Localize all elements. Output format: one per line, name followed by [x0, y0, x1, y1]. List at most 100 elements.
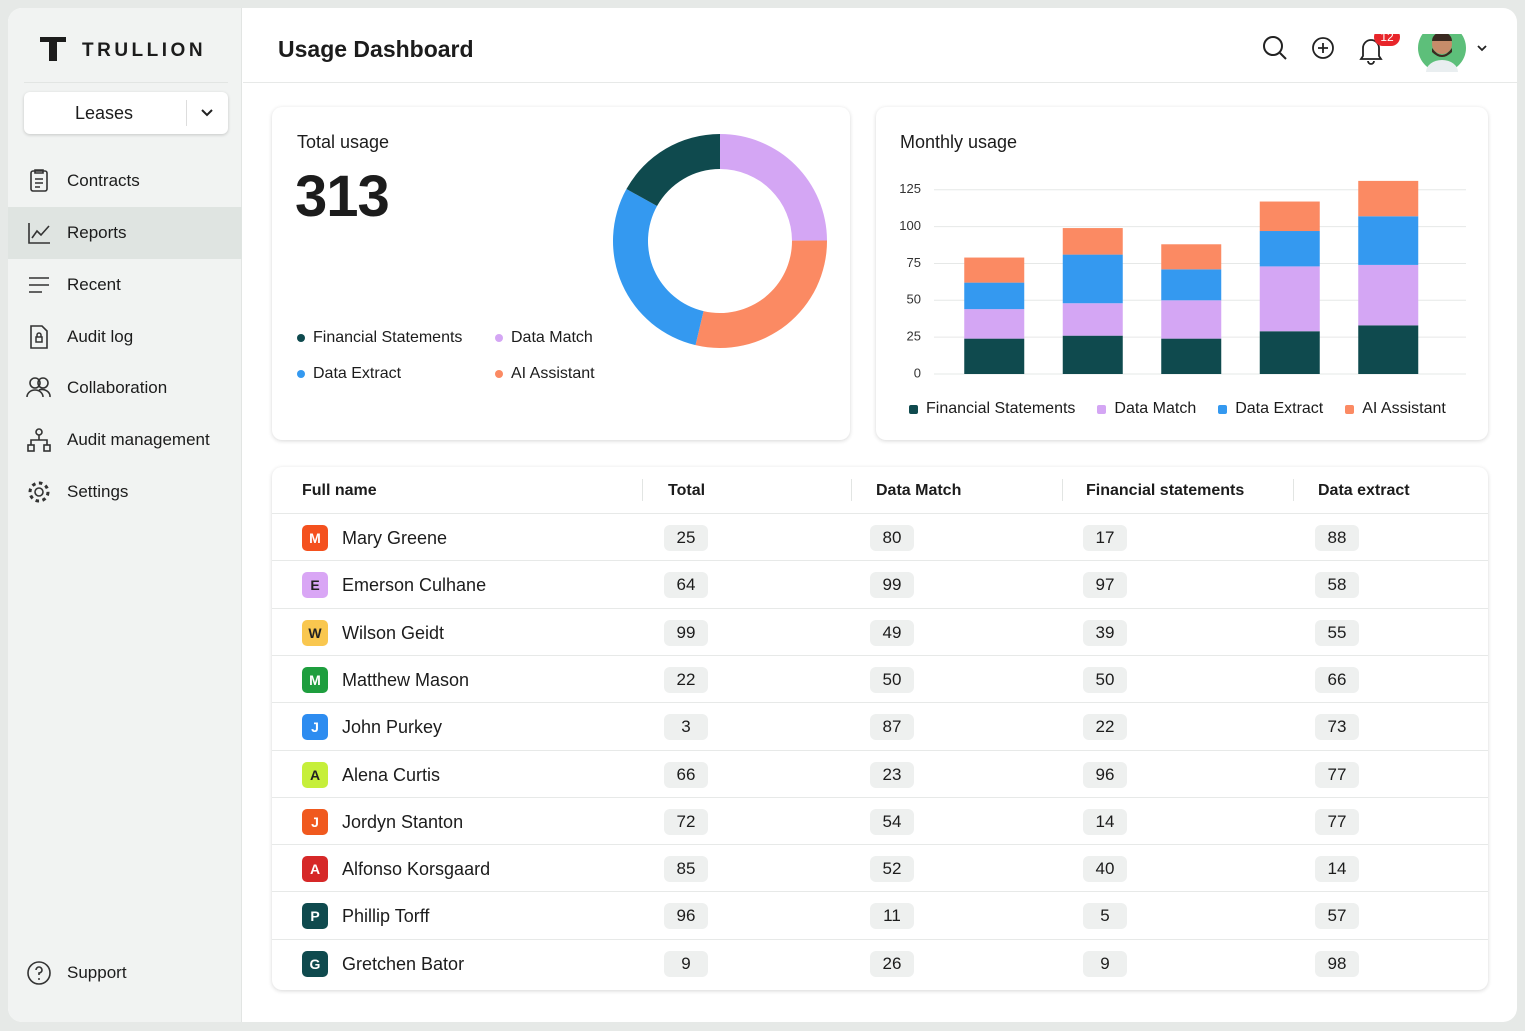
donut-segment — [720, 134, 827, 241]
page-title: Usage Dashboard — [278, 36, 474, 62]
legend-swatch — [297, 334, 305, 342]
column-divider — [1062, 479, 1063, 501]
y-tick-label: 125 — [899, 181, 921, 196]
divider — [243, 82, 1517, 83]
legend-item: AI Assistant — [495, 365, 615, 383]
column-divider — [642, 479, 643, 501]
nav-item[interactable]: Contracts — [8, 155, 242, 207]
search-icon[interactable] — [1263, 36, 1287, 60]
total-usage-card: Total usage 313 Data Match AI Assistant Da… — [272, 107, 850, 440]
value-pill: 88 — [1315, 525, 1359, 551]
full-name: Jordyn Stanton — [342, 811, 464, 832]
full-name: Emerson Culhane — [342, 575, 487, 596]
bar-segment — [1161, 338, 1222, 374]
icon — [30, 325, 48, 349]
add-icon[interactable] — [1312, 37, 1334, 59]
donut-chart — [612, 134, 828, 348]
chevron — [201, 109, 213, 117]
legend-swatch — [909, 404, 918, 414]
full-name: John Purkey — [342, 717, 443, 738]
y-tick-label: 50 — [907, 292, 921, 307]
y-tick-label: 25 — [907, 329, 921, 344]
bar-segment — [1358, 325, 1419, 374]
chevron[interactable] — [1477, 45, 1487, 52]
table-row: G Gretchen Bator 9 26 9 98 — [272, 938, 1488, 986]
bar-segment — [1161, 300, 1222, 339]
legend-swatch — [1345, 404, 1355, 414]
bar-segment — [1358, 264, 1419, 326]
user-avatar[interactable] — [1418, 34, 1466, 72]
column-header: Data extract — [1318, 482, 1410, 499]
legend-label: Data Extract — [1235, 400, 1324, 417]
legend-swatch — [495, 370, 503, 378]
value-pill: 77 — [1315, 808, 1359, 835]
avatar: A — [302, 856, 328, 883]
legend-label: Financial Statements — [926, 400, 1076, 417]
value-pill: 66 — [1315, 666, 1359, 693]
avatar: M — [302, 666, 328, 693]
avatar: A — [302, 761, 328, 788]
support-label: Support — [67, 963, 127, 982]
bar-chart: 0 25 50 75 100 125 — [899, 180, 1466, 380]
column-header: Full name — [302, 482, 377, 499]
monthly-usage-card: Monthly usage 0 25 50 75 100 125 Financial St… — [876, 107, 1488, 440]
legend-swatch — [1218, 404, 1228, 414]
bar-segment — [1259, 231, 1320, 267]
value-pill: 5 — [1083, 903, 1127, 930]
value-pill: 50 — [870, 666, 914, 693]
column-divider — [1293, 479, 1294, 501]
value-pill: 96 — [1083, 761, 1127, 788]
value-pill: 17 — [1083, 525, 1127, 551]
value-pill: 64 — [664, 572, 708, 599]
full-name: Alena Curtis — [342, 764, 441, 785]
donut-segment — [626, 134, 720, 207]
nav-item[interactable]: Audit management — [8, 414, 242, 466]
nav-item[interactable]: Settings — [8, 466, 242, 518]
avatar: J — [302, 808, 328, 835]
legend-item: Data Extract — [1218, 400, 1323, 418]
toolbar: 12 — [1263, 34, 1487, 72]
workspace-select[interactable]: Leases — [24, 92, 228, 134]
nav-item[interactable]: Reports — [8, 207, 242, 259]
bar-segment — [1161, 269, 1222, 301]
nav-label: Settings — [67, 482, 129, 501]
legend: Data Match AI Assistant Data Extract Financ… — [297, 329, 617, 383]
card-title: Total usage — [297, 132, 390, 152]
bell-icon[interactable] — [1359, 39, 1383, 65]
legend-item: Data Match — [495, 329, 615, 347]
column-divider — [851, 479, 852, 501]
avatar: E — [302, 572, 328, 599]
icon — [30, 169, 48, 192]
table-row: J John Purkey 3 87 22 73 — [272, 702, 1488, 749]
icon — [27, 961, 51, 985]
full-name: Wilson Geidt — [342, 622, 445, 643]
legend-label: Data Match — [1114, 400, 1197, 417]
y-tick-label: 75 — [907, 255, 921, 270]
nav-item[interactable]: Recent — [8, 259, 242, 311]
total-value: 313 — [295, 164, 390, 229]
legend-swatch — [297, 370, 305, 378]
badge-count: 12 — [1380, 34, 1394, 44]
legend-label: Data Match — [511, 329, 593, 346]
value-pill: 58 — [1315, 572, 1359, 599]
value-pill: 85 — [664, 856, 708, 883]
bar-segment — [1259, 331, 1320, 374]
nav-label: Recent — [67, 275, 121, 294]
value-pill: 54 — [870, 808, 914, 835]
value-pill: 9 — [1083, 950, 1127, 977]
value-pill: 80 — [870, 525, 914, 551]
legend-item: Financial Statements — [909, 400, 1075, 418]
legend-item: AI Assistant — [1345, 400, 1446, 418]
table-row: M Mary Greene 25 80 17 88 — [272, 513, 1488, 560]
legend-swatch — [495, 334, 503, 342]
full-name: Gretchen Bator — [342, 953, 465, 974]
value-pill: 98 — [1315, 950, 1359, 977]
nav-item[interactable]: Collaboration — [8, 362, 242, 414]
support-link[interactable]: Support — [8, 947, 242, 999]
table-row: W Wilson Geidt 99 49 39 55 — [272, 607, 1488, 655]
value-pill: 87 — [870, 714, 914, 741]
nav-label: Audit log — [67, 327, 134, 346]
table-row: J Jordyn Stanton 72 54 14 77 — [272, 796, 1488, 844]
full-name: Mary Greene — [342, 528, 448, 548]
nav-item[interactable]: Audit log — [8, 311, 242, 363]
